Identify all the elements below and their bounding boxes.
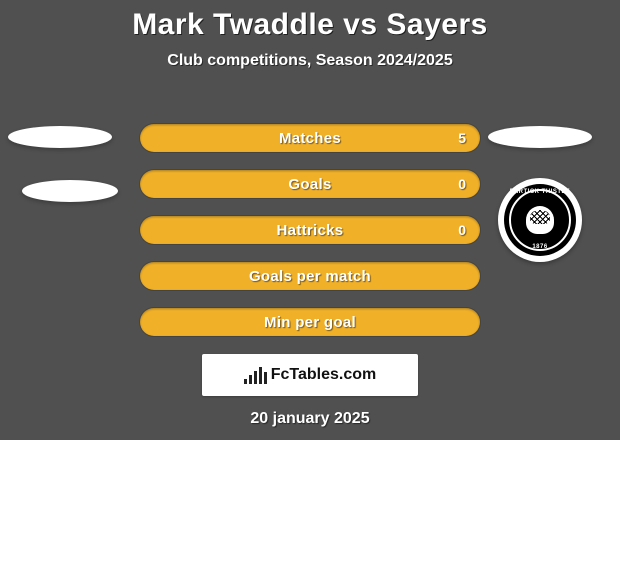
stat-bar-label: Min per goal [264,314,356,331]
page-title: Mark Twaddle vs Sayers [0,8,620,42]
stat-bars: Matches 5 Goals 0 Hattricks 0 Goals per match M… [140,124,480,354]
stat-bar-label: Matches [279,130,341,147]
brand-bar-icon [254,371,257,384]
brand-bar-icon [259,367,262,384]
date-label: 20 january 2025 [0,410,620,428]
stat-bar-label: Goals per match [249,268,371,285]
stat-bar-label: Goals [288,176,331,193]
club-badge-year: 1876 [504,244,576,250]
stat-bar: Goals 0 [140,170,480,198]
brand-box: FcTables.com [202,354,418,396]
club-badge: PARTICK THISTLE 1876 [498,178,582,262]
stat-bar-label: Hattricks [277,222,344,239]
brand-bars-icon [244,366,267,384]
stat-bar-value-right: 0 [458,176,466,192]
player1-shadow-1 [8,126,112,148]
comparison-card: Mark Twaddle vs Sayers Club competitions… [0,0,620,440]
stat-bar: Min per goal [140,308,480,336]
club-badge-inner: PARTICK THISTLE 1876 [504,184,576,256]
club-badge-text-top: PARTICK THISTLE [504,189,576,195]
subtitle: Club competitions, Season 2024/2025 [0,52,620,70]
stat-bar: Hattricks 0 [140,216,480,244]
player2-shadow [488,126,592,148]
brand-bar-icon [244,379,247,384]
thistle-icon [526,206,554,234]
stat-bar-value-right: 0 [458,222,466,238]
stat-bar: Goals per match [140,262,480,290]
brand-bar-icon [264,372,267,384]
brand-text: FcTables.com [271,366,377,384]
brand-bar-icon [249,375,252,384]
player1-shadow-2 [22,180,118,202]
stat-bar: Matches 5 [140,124,480,152]
stat-bar-value-right: 5 [458,130,466,146]
